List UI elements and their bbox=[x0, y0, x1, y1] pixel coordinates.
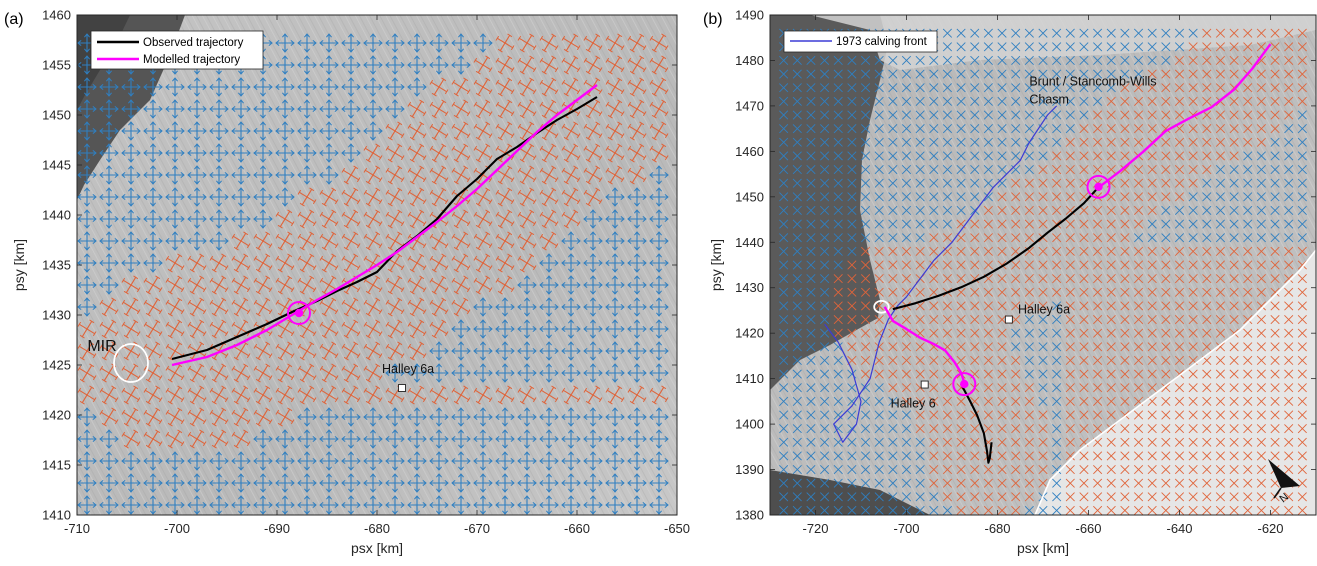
station-marker bbox=[399, 385, 406, 392]
y-tick-label: 1415 bbox=[42, 458, 71, 473]
annotation-label: MIR bbox=[87, 338, 116, 355]
annotation-label: Halley 6a bbox=[382, 362, 434, 376]
y-tick-label: 1420 bbox=[42, 408, 71, 423]
panel-a-label: (a) bbox=[4, 11, 24, 28]
panel-a-legend: Observed trajectory Modelled trajectory bbox=[91, 31, 263, 69]
y-tick-label: 1425 bbox=[42, 358, 71, 373]
y-tick-label: 1460 bbox=[42, 8, 71, 23]
panel-a-xlabel: psx [km] bbox=[351, 540, 403, 556]
panel-a: MIR Halley 6a -710 -700 -690 -680 -670 -660 -65… bbox=[4, 8, 690, 557]
panel-a-ylabel: psy [km] bbox=[11, 239, 27, 291]
y-tick-label: 1450 bbox=[42, 108, 71, 123]
y-tick-label: 1440 bbox=[42, 208, 71, 223]
x-tick-label: -710 bbox=[64, 521, 90, 536]
position-marker-dot bbox=[295, 309, 303, 317]
x-tick-label: -670 bbox=[464, 521, 490, 536]
legend-label-observed: Observed trajectory bbox=[143, 37, 244, 49]
x-tick-label: -650 bbox=[664, 521, 690, 536]
y-tick-label: 1410 bbox=[42, 508, 71, 523]
x-tick-label: -660 bbox=[564, 521, 590, 536]
y-tick-label: 1445 bbox=[42, 158, 71, 173]
x-tick-label: -680 bbox=[364, 521, 390, 536]
x-tick-label: -700 bbox=[164, 521, 190, 536]
x-tick-label: -690 bbox=[264, 521, 290, 536]
y-tick-label: 1435 bbox=[42, 258, 71, 273]
y-tick-label: 1430 bbox=[42, 308, 71, 323]
panel-a-plot-area: MIR Halley 6a bbox=[77, 15, 677, 515]
legend-label-modelled: Modelled trajectory bbox=[143, 54, 240, 66]
y-tick-label: 1455 bbox=[42, 58, 71, 73]
stations-a bbox=[399, 385, 406, 392]
